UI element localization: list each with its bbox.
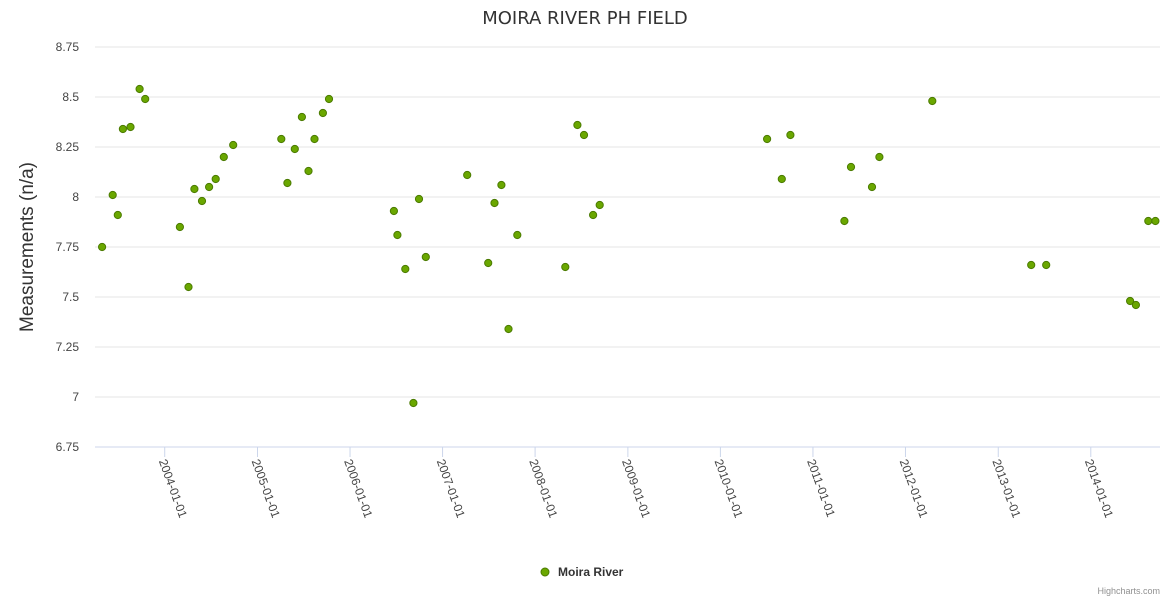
x-tick-label: 2014-01-01 (1082, 457, 1116, 520)
chart-title: MOIRA RIVER PH FIELD (482, 8, 688, 29)
y-tick-label: 7.5 (62, 290, 79, 304)
x-tick-label: 2013-01-01 (989, 457, 1023, 520)
data-point[interactable] (310, 134, 319, 144)
data-point[interactable] (840, 216, 849, 226)
data-point[interactable] (389, 206, 398, 216)
x-tick-label: 2008-01-01 (526, 457, 560, 520)
data-point[interactable] (504, 324, 513, 334)
x-tick-label: 2011-01-01 (804, 457, 838, 519)
x-tick-label: 2012-01-01 (897, 457, 931, 520)
data-point[interactable] (513, 230, 522, 240)
data-point[interactable] (595, 200, 604, 210)
data-point[interactable] (108, 190, 117, 200)
y-tick-label: 8.75 (56, 40, 80, 54)
data-point[interactable] (1144, 216, 1153, 226)
data-point[interactable] (414, 194, 424, 204)
legend-marker[interactable] (540, 567, 550, 577)
data-point[interactable] (1151, 216, 1160, 226)
x-tick-label: 2009-01-01 (619, 457, 653, 520)
y-gridlines (95, 46, 1160, 398)
y-tick-label: 8.25 (56, 140, 80, 154)
data-point[interactable] (126, 122, 135, 132)
x-tick-label: 2007-01-01 (434, 457, 468, 520)
credits-link[interactable]: Highcharts.com (1097, 586, 1160, 596)
x-tick-label: 2006-01-01 (341, 457, 375, 520)
data-point[interactable] (141, 94, 150, 104)
data-point[interactable] (318, 108, 327, 118)
data-point[interactable] (184, 282, 193, 292)
data-point[interactable] (113, 210, 122, 220)
y-tick-label: 7.25 (56, 340, 80, 354)
y-tick-label: 7 (72, 390, 79, 404)
data-point[interactable] (1131, 300, 1141, 310)
y-tick-label: 7.75 (56, 240, 80, 254)
data-point[interactable] (118, 124, 128, 134)
series-moira-river[interactable] (98, 84, 1160, 408)
data-point[interactable] (763, 134, 772, 144)
data-point[interactable] (283, 178, 292, 188)
data-point[interactable] (409, 398, 418, 408)
data-point[interactable] (135, 84, 144, 94)
data-point[interactable] (846, 162, 856, 172)
data-point[interactable] (190, 184, 199, 194)
y-tick-label: 8 (72, 190, 79, 204)
data-point[interactable] (304, 166, 313, 176)
data-point[interactable] (98, 242, 107, 252)
x-tick-label: 2004-01-01 (156, 457, 190, 520)
legend-label[interactable]: Moira River (558, 565, 624, 579)
data-point[interactable] (867, 182, 877, 192)
data-point[interactable] (463, 170, 472, 180)
data-point[interactable] (589, 210, 598, 220)
y-tick-labels: 6.75 7 7.25 7.5 7.75 8 8.25 8.5 8.75 (56, 40, 80, 454)
data-point[interactable] (777, 174, 786, 184)
data-point[interactable] (219, 152, 228, 162)
data-point[interactable] (786, 130, 795, 140)
data-point[interactable] (579, 130, 589, 140)
data-point[interactable] (497, 180, 506, 190)
data-point[interactable] (290, 144, 299, 154)
data-point[interactable] (324, 94, 334, 104)
data-point[interactable] (928, 96, 937, 106)
x-tick-label: 2010-01-01 (712, 457, 746, 520)
data-point[interactable] (393, 230, 402, 240)
data-point[interactable] (229, 140, 238, 150)
data-point[interactable] (875, 152, 884, 162)
y-axis-label: Measurements (n/a) (17, 162, 38, 332)
x-tick-label: 2005-01-01 (249, 457, 283, 520)
data-point[interactable] (277, 134, 286, 144)
data-point[interactable] (175, 222, 184, 232)
data-point[interactable] (421, 252, 430, 262)
data-point[interactable] (197, 196, 207, 206)
legend[interactable]: Moira River (540, 565, 624, 579)
y-tick-label: 6.75 (56, 440, 80, 454)
data-point[interactable] (1042, 260, 1051, 270)
x-tick-labels: 2004-01-01 2005-01-01 2006-01-01 2007-01-01… (156, 447, 1116, 520)
data-point[interactable] (1126, 296, 1135, 306)
data-point[interactable] (297, 112, 306, 122)
data-point[interactable] (1027, 260, 1036, 270)
data-point[interactable] (490, 198, 499, 208)
data-point[interactable] (211, 174, 220, 184)
data-point[interactable] (573, 120, 582, 130)
data-point[interactable] (401, 264, 410, 274)
data-point[interactable] (561, 262, 570, 272)
data-point[interactable] (484, 258, 493, 268)
y-tick-label: 8.5 (62, 90, 79, 104)
data-point[interactable] (205, 182, 214, 192)
